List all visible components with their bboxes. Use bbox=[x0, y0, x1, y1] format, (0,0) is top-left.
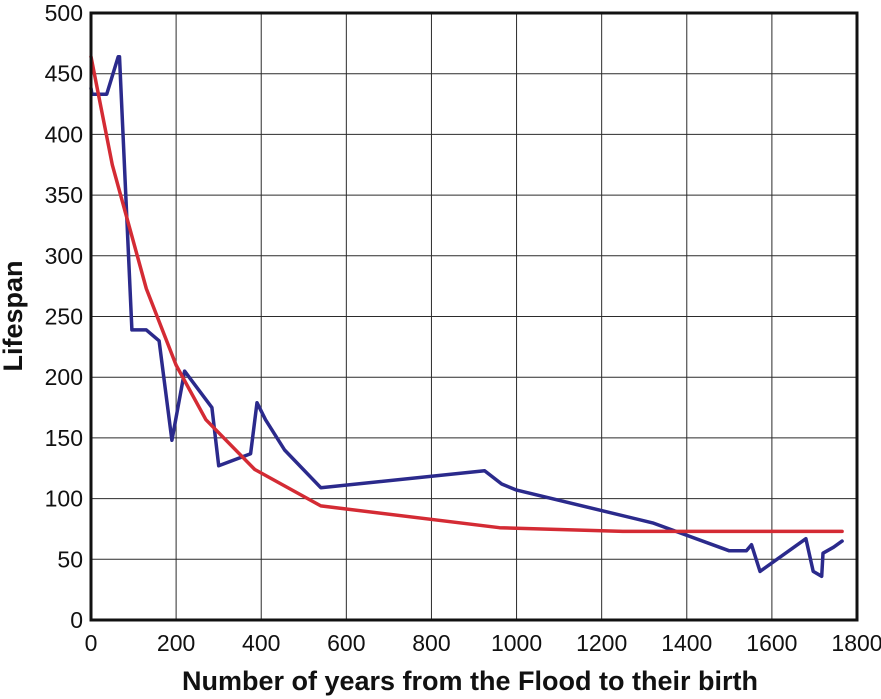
x-tick-label: 400 bbox=[242, 630, 280, 656]
y-tick-label: 200 bbox=[45, 364, 83, 390]
grid bbox=[90, 12, 858, 621]
y-tick-label: 50 bbox=[57, 546, 83, 572]
series-line-1 bbox=[89, 54, 844, 579]
x-tick-label: 200 bbox=[157, 630, 195, 656]
series-line-2 bbox=[89, 54, 844, 534]
y-tick-label: 450 bbox=[45, 61, 83, 87]
x-tick-label: 600 bbox=[327, 630, 365, 656]
plot-frame bbox=[89, 11, 859, 622]
y-tick-label: 300 bbox=[45, 243, 83, 269]
x-tick-label: 800 bbox=[412, 630, 450, 656]
x-tick-labels: 0 200 400 600 800 1000 1200 1400 1600 1800 bbox=[85, 630, 881, 656]
x-tick-label: 0 bbox=[85, 630, 98, 656]
y-tick-label: 350 bbox=[45, 182, 83, 208]
x-tick-label: 1200 bbox=[576, 630, 627, 656]
y-axis-label: Lifespan bbox=[0, 260, 28, 371]
x-tick-label: 1600 bbox=[746, 630, 797, 656]
x-tick-label: 1800 bbox=[831, 630, 881, 656]
y-tick-label: 150 bbox=[45, 425, 83, 451]
x-axis-label: Number of years from the Flood to their … bbox=[182, 666, 758, 696]
y-tick-label: 250 bbox=[45, 304, 83, 330]
series-layer bbox=[89, 54, 844, 579]
y-tick-label: 100 bbox=[45, 486, 83, 512]
y-tick-label: 400 bbox=[45, 121, 83, 147]
x-tick-label: 1000 bbox=[491, 630, 542, 656]
y-tick-label: 500 bbox=[45, 0, 83, 26]
y-tick-label: 0 bbox=[70, 607, 83, 633]
x-tick-label: 1400 bbox=[661, 630, 712, 656]
y-tick-labels: 0 50 100 150 200 250 300 350 400 450 500 bbox=[45, 0, 83, 633]
